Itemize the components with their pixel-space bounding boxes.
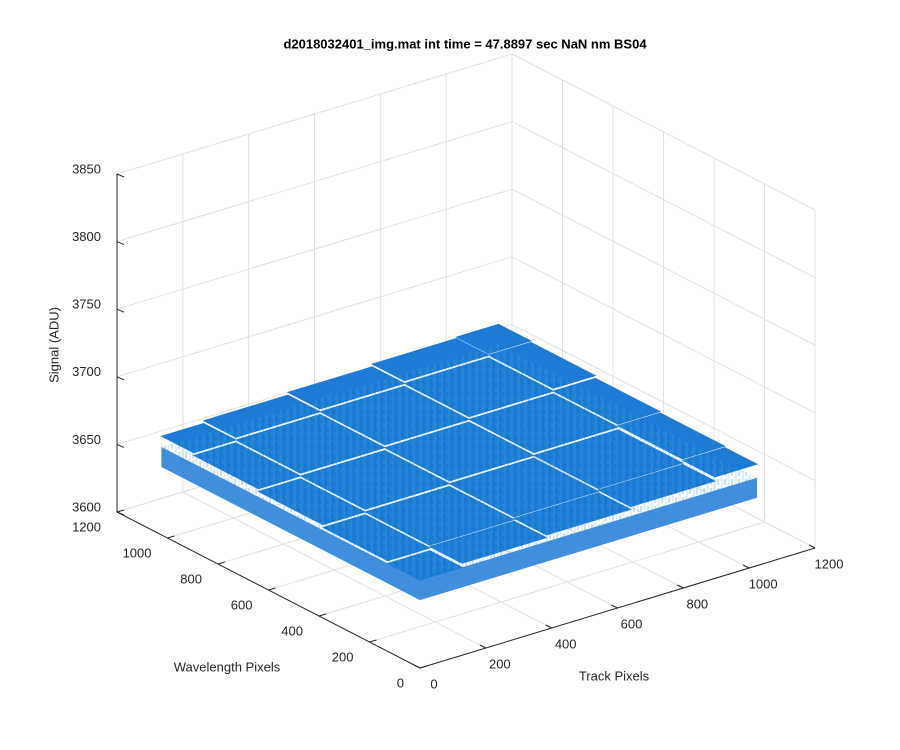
y-tick — [217, 561, 226, 565]
grid-line — [369, 521, 765, 643]
x-tick-label: 1200 — [815, 556, 844, 571]
x-tick-label: 800 — [686, 596, 708, 611]
z-tick-label: 3800 — [72, 229, 101, 244]
z-tick-label: 3850 — [72, 161, 101, 176]
grid-line — [116, 121, 513, 243]
y-axis-label: Wavelength Pixels — [174, 659, 281, 674]
z-tick — [116, 376, 125, 381]
grid-line — [511, 53, 816, 211]
x-tick-label: 400 — [555, 636, 577, 651]
y-tick-label: 200 — [332, 649, 354, 664]
y-tick-label: 1200 — [72, 519, 101, 534]
y-tick — [369, 639, 377, 643]
surface-texture — [420, 477, 758, 601]
x-tick — [742, 564, 750, 569]
y-tick — [318, 613, 327, 617]
y-tick — [116, 509, 125, 513]
grid-line — [116, 256, 513, 378]
x-tick-label: 0 — [430, 676, 437, 691]
y-tick — [268, 587, 276, 591]
z-tick — [116, 173, 125, 178]
x-tick — [545, 624, 552, 629]
grid-line — [511, 256, 816, 414]
grid-line — [511, 121, 816, 279]
x-axis-label: Track Pixels — [579, 668, 650, 683]
z-tick — [116, 241, 125, 246]
x-tick-label: 600 — [621, 616, 643, 631]
plot-area — [116, 53, 816, 669]
y-tick — [419, 665, 428, 669]
grid-line — [511, 188, 816, 346]
surface-texture — [161, 447, 420, 601]
x-tick — [413, 664, 421, 669]
z-axis-label: Signal (ADU) — [46, 307, 61, 383]
y-tick-label: 800 — [180, 571, 202, 586]
x-tick — [677, 584, 684, 589]
y-tick-label: 400 — [281, 623, 303, 638]
chart-title: d2018032401_img.mat int time = 47.8897 s… — [283, 36, 647, 51]
y-tick — [167, 535, 175, 539]
surface-texture — [161, 344, 758, 581]
grid-line — [116, 188, 513, 310]
x-tick-label: 200 — [489, 656, 511, 671]
z-tick-label: 3700 — [72, 364, 101, 379]
grid-line — [511, 323, 816, 481]
y-tick-label: 1000 — [123, 545, 152, 560]
x-tick — [808, 544, 816, 549]
y-tick-label: 600 — [231, 597, 253, 612]
z-tick — [116, 511, 125, 516]
z-tick-label: 3750 — [72, 297, 101, 312]
z-tick — [116, 308, 125, 313]
surface-cell — [455, 323, 532, 355]
x-tick-label: 1000 — [749, 576, 778, 591]
z-tick-label: 3600 — [72, 499, 101, 514]
z-tick — [116, 443, 125, 448]
grid-line — [116, 53, 513, 175]
y-tick-label: 0 — [397, 675, 404, 690]
x-tick — [479, 644, 487, 649]
x-tick — [611, 604, 618, 609]
z-tick-label: 3650 — [72, 432, 101, 447]
